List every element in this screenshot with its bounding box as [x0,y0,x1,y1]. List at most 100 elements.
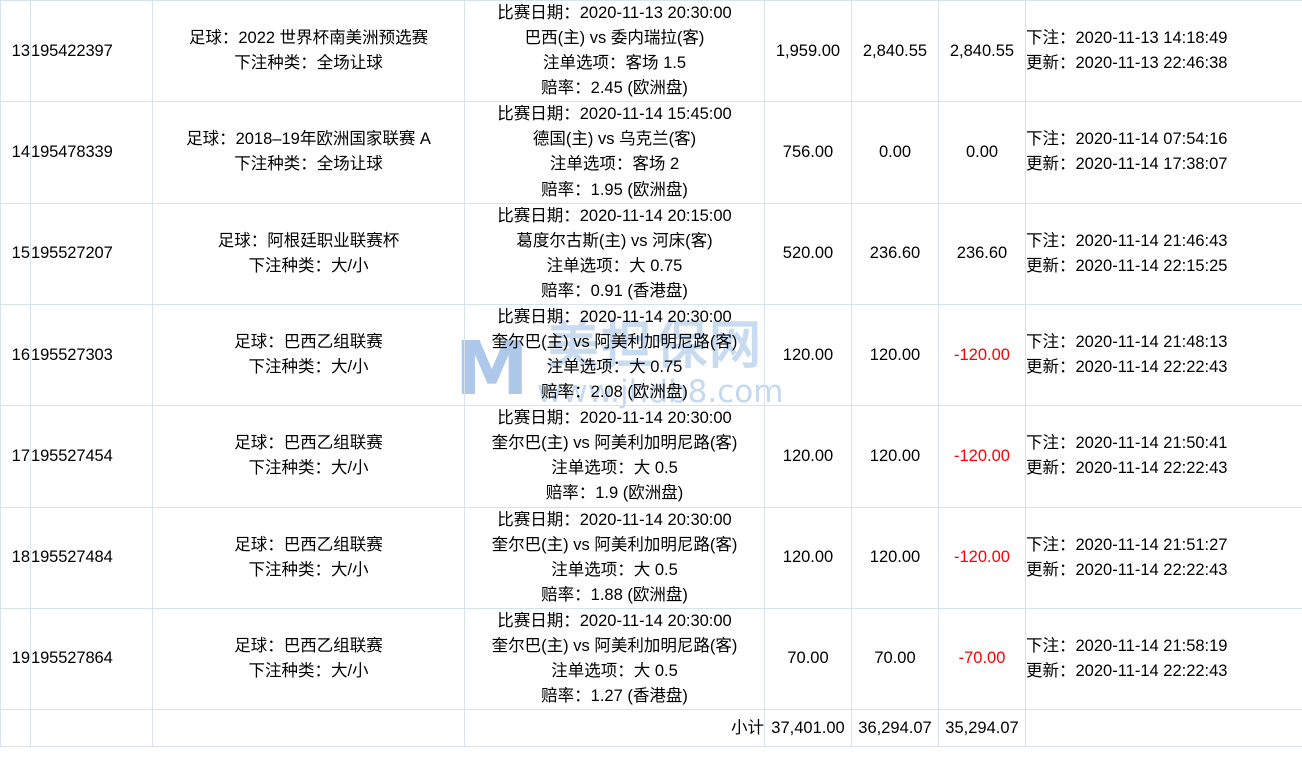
match-cell: 比赛日期：2020-11-13 20:30:00 巴西(主) vs 委内瑞拉(客… [464,0,765,103]
match-teams: 葛度尔古斯(主) vs 河床(客) [516,231,713,250]
match-teams: 德国(主) vs 乌克兰(客) [532,130,697,149]
updated-time: 更新：2020-11-14 22:22:43 [1026,459,1228,478]
bet-selection: 注单选项：客场 1.5 [542,54,687,73]
event-name: 足球：巴西乙组联赛 [234,333,383,352]
result-amount: 236.60 [938,202,1026,305]
valid-amount: 120.00 [851,506,939,609]
updated-time: 更新：2020-11-14 22:22:43 [1026,662,1228,681]
match-cell: 比赛日期：2020-11-14 15:45:00 德国(主) vs 乌克兰(客)… [464,101,765,204]
bet-type: 下注种类：全场让球 [234,54,383,73]
event-cell: 足球：巴西乙组联赛 下注种类：大/小 [152,607,465,711]
table-row[interactable]: 18 195527484 足球：巴西乙组联赛 下注种类：大/小 比赛日期：202… [0,506,1302,609]
table-row[interactable]: 19 195527864 足球：巴西乙组联赛 下注种类：大/小 比赛日期：202… [0,607,1302,711]
subtotal-spacer-index [0,709,31,748]
match-cell: 比赛日期：2020-11-14 20:30:00 奎尔巴(主) vs 阿美利加明… [464,303,765,407]
bet-selection: 注单选项：客场 2 [549,155,680,174]
event-name: 足球：阿根廷职业联赛杯 [217,231,400,250]
timestamps-cell: 下注：2020-11-14 21:48:13 更新：2020-11-14 22:… [1025,303,1302,407]
row-index: 17 [0,405,31,508]
bet-id: 195527454 [30,405,153,508]
timestamps-cell: 下注：2020-11-14 21:46:43 更新：2020-11-14 22:… [1025,202,1302,305]
bet-selection: 注单选项：大 0.5 [551,459,678,478]
bet-odds: 赔率：1.9 (欧洲盘) [545,484,684,503]
stake-amount: 120.00 [764,303,852,407]
event-name: 足球：2022 世界杯南美洲预选赛 [188,29,429,48]
placed-time: 下注：2020-11-14 21:46:43 [1026,231,1228,250]
updated-time: 更新：2020-11-14 22:22:43 [1026,560,1228,579]
updated-time: 更新：2020-11-14 17:38:07 [1026,155,1228,174]
result-amount: -120.00 [938,303,1026,407]
match-date: 比赛日期：2020-11-13 20:30:00 [497,4,732,22]
valid-amount: 2,840.55 [851,0,939,103]
bet-id: 195527207 [30,202,153,305]
bet-selection: 注单选项：大 0.75 [546,256,683,275]
match-teams: 巴西(主) vs 委内瑞拉(客) [524,29,705,48]
updated-time: 更新：2020-11-14 22:22:43 [1026,358,1228,377]
table-row[interactable]: 13 195422397 足球：2022 世界杯南美洲预选赛 下注种类：全场让球… [0,0,1302,103]
match-date: 比赛日期：2020-11-14 15:45:00 [497,105,732,124]
bet-odds: 赔率：0.91 (香港盘) [541,281,688,300]
subtotal-stake: 37,401.00 [764,709,852,748]
bet-type: 下注种类：大/小 [248,459,369,478]
bet-type: 下注种类：大/小 [248,358,369,377]
result-amount: -120.00 [938,506,1026,609]
bet-odds: 赔率：1.27 (香港盘) [541,687,688,706]
table-row[interactable]: 14 195478339 足球：2018–19年欧洲国家联赛 A 下注种类：全场… [0,101,1302,204]
event-name: 足球：巴西乙组联赛 [234,434,383,453]
updated-time: 更新：2020-11-14 22:15:25 [1026,256,1228,275]
event-cell: 足球：2018–19年欧洲国家联赛 A 下注种类：全场让球 [152,101,465,204]
stake-amount: 756.00 [764,101,852,204]
match-teams: 奎尔巴(主) vs 阿美利加明尼路(客) [491,636,738,655]
match-date: 比赛日期：2020-11-14 20:30:00 [497,307,732,326]
placed-time: 下注：2020-11-13 14:18:49 [1026,29,1228,48]
placed-time: 下注：2020-11-14 21:58:19 [1026,636,1228,655]
updated-time: 更新：2020-11-13 22:46:38 [1026,54,1228,73]
bet-type: 下注种类：大/小 [248,256,369,275]
row-index: 18 [0,506,31,609]
bet-type: 下注种类：大/小 [248,662,369,681]
table-row[interactable]: 16 195527303 足球：巴西乙组联赛 下注种类：大/小 比赛日期：202… [0,303,1302,407]
table-row[interactable]: 15 195527207 足球：阿根廷职业联赛杯 下注种类：大/小 比赛日期：2… [0,202,1302,305]
stake-amount: 70.00 [764,607,852,711]
bet-id: 195422397 [30,0,153,103]
bet-id: 195527303 [30,303,153,407]
result-amount: 2,840.55 [938,0,1026,103]
bet-selection: 注单选项：大 0.75 [546,358,683,377]
subtotal-valid: 36,294.07 [851,709,939,748]
subtotal-spacer-id [30,709,153,748]
match-cell: 比赛日期：2020-11-14 20:15:00 葛度尔古斯(主) vs 河床(… [464,202,765,305]
valid-amount: 70.00 [851,607,939,711]
timestamps-cell: 下注：2020-11-14 21:58:19 更新：2020-11-14 22:… [1025,607,1302,711]
match-cell: 比赛日期：2020-11-14 20:30:00 奎尔巴(主) vs 阿美利加明… [464,607,765,711]
subtotal-spacer-event [152,709,465,748]
match-date: 比赛日期：2020-11-14 20:30:00 [497,409,732,428]
stake-amount: 1,959.00 [764,0,852,103]
valid-amount: 120.00 [851,405,939,508]
stake-amount: 120.00 [764,506,852,609]
subtotal-spacer-time [1025,709,1302,748]
event-name: 足球：巴西乙组联赛 [234,636,383,655]
timestamps-cell: 下注：2020-11-14 21:51:27 更新：2020-11-14 22:… [1025,506,1302,609]
bet-odds: 赔率：1.88 (欧洲盘) [541,585,688,604]
table-row[interactable]: 17 195527454 足球：巴西乙组联赛 下注种类：大/小 比赛日期：202… [0,405,1302,508]
bet-type: 下注种类：大/小 [248,560,369,579]
placed-time: 下注：2020-11-14 21:48:13 [1026,333,1228,352]
stake-amount: 520.00 [764,202,852,305]
bet-type: 下注种类：全场让球 [234,155,383,174]
event-cell: 足球：巴西乙组联赛 下注种类：大/小 [152,405,465,508]
row-index: 15 [0,202,31,305]
timestamps-cell: 下注：2020-11-14 21:50:41 更新：2020-11-14 22:… [1025,405,1302,508]
bet-id: 195478339 [30,101,153,204]
result-amount: 0.00 [938,101,1026,204]
match-teams: 奎尔巴(主) vs 阿美利加明尼路(客) [491,434,738,453]
event-cell: 足球：巴西乙组联赛 下注种类：大/小 [152,303,465,407]
subtotal-row: 小计 37,401.00 36,294.07 35,294.07 [0,709,1302,748]
match-date: 比赛日期：2020-11-14 20:30:00 [497,611,732,630]
bet-id: 195527864 [30,607,153,711]
bet-odds: 赔率：2.08 (欧洲盘) [541,383,688,402]
match-date: 比赛日期：2020-11-14 20:15:00 [497,206,732,225]
placed-time: 下注：2020-11-14 21:51:27 [1026,535,1228,554]
event-name: 足球：巴西乙组联赛 [234,535,383,554]
